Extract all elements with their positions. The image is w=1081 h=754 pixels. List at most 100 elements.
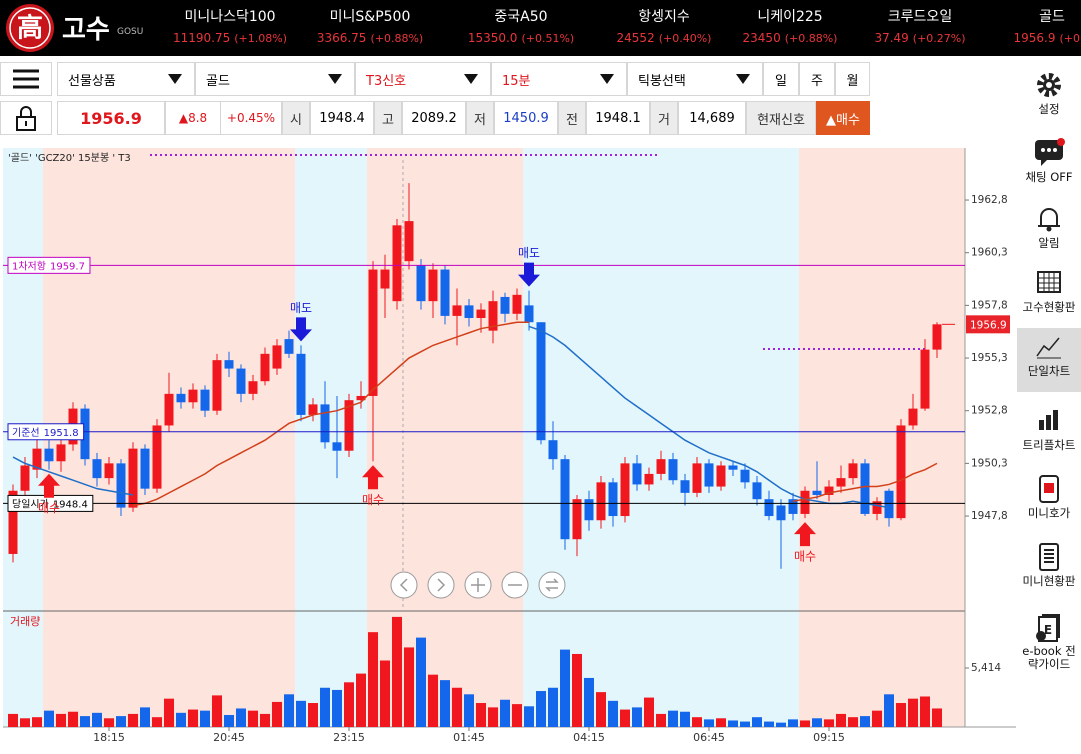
level-value: 1951.8 — [44, 428, 79, 439]
period-button[interactable]: 일 — [763, 62, 799, 96]
candle-body — [524, 305, 534, 323]
candle-body — [476, 309, 486, 319]
sidebar-item[interactable]: 미니호가 — [1017, 470, 1081, 534]
ticker[interactable]: 미니S&P500 3366.75 (+0.88%) — [300, 6, 440, 45]
candle-body — [932, 324, 942, 350]
candle-body — [620, 463, 630, 517]
x-tick-label: 09:15 — [813, 731, 845, 744]
lock-button[interactable] — [0, 101, 52, 135]
sidebar-item[interactable]: 채팅 OFF — [1017, 134, 1081, 198]
field-value: 14,689 — [678, 101, 746, 135]
candle-body — [368, 269, 378, 396]
moving-average — [132, 321, 938, 507]
next-button[interactable] — [427, 571, 455, 599]
volume-bar — [884, 694, 894, 727]
volume-bar — [920, 696, 930, 727]
select-box[interactable]: T3신호 — [355, 62, 491, 96]
level-name: 당일시가 — [12, 498, 49, 510]
candle-body — [284, 339, 294, 354]
ticker[interactable]: 니케이225 23450 (+0.88%) — [720, 6, 860, 45]
sidebar-item[interactable]: 고수현황판 — [1017, 264, 1081, 328]
ticker-price: 3366.75 — [316, 31, 367, 45]
chart: '골드' 'GCZ20' 15분봉 ' T3 거래량 1962,8 1960,3 1… — [3, 148, 1016, 744]
volume-bar — [260, 713, 270, 727]
candle-body — [728, 465, 738, 470]
sidebar-label: 고수현황판 — [1022, 300, 1076, 314]
candle-body — [812, 490, 822, 495]
volume-bar — [236, 708, 246, 727]
ticker-value: 23450 (+0.88%) — [720, 31, 860, 45]
ticker[interactable]: 크루드오일 37.49 (+0.27%) — [850, 6, 990, 45]
select-box[interactable]: 틱봉선택 — [627, 62, 763, 96]
sidebar-item[interactable]: 설정 — [1017, 66, 1081, 130]
candle-body — [104, 463, 114, 479]
candle-body — [668, 459, 678, 481]
candle-body — [692, 463, 702, 493]
volume-bar — [452, 687, 462, 727]
candle-body — [260, 353, 270, 382]
candle-body — [644, 473, 654, 485]
svg-text:E: E — [1044, 623, 1052, 637]
volume-bar — [20, 718, 30, 727]
volume-bar — [320, 687, 330, 727]
x-tick-label: 06:45 — [693, 731, 725, 744]
volume-bar — [620, 709, 630, 727]
prev-button[interactable] — [390, 571, 418, 599]
sidebar-item[interactable]: 트리플차트 — [1017, 402, 1081, 466]
sidebar-item[interactable]: 단일차트 — [1017, 328, 1081, 392]
candle-body — [56, 444, 66, 462]
candle-body — [224, 360, 234, 369]
volume-bar — [536, 691, 546, 727]
ticker-name: 크루드오일 — [887, 9, 953, 25]
candle-body — [800, 490, 810, 514]
ticker[interactable]: 중국A50 15350.0 (+0.51%) — [451, 6, 591, 45]
y-tick-label: 1950,3 — [971, 457, 1008, 469]
candle-body — [752, 482, 762, 500]
sidebar-item[interactable]: 미니현황판 — [1017, 538, 1081, 602]
volume-bar — [92, 712, 102, 727]
level-value: 1959.7 — [50, 261, 85, 272]
candle-body — [332, 442, 342, 451]
ticker[interactable]: 미니나스닥100 11190.75 (+1.08%) — [160, 6, 300, 45]
buy-arrow — [362, 465, 384, 490]
sidebar-label: 미니현황판 — [1022, 574, 1076, 588]
select-box[interactable]: 선물상품 — [57, 62, 195, 96]
volume-bar — [908, 698, 918, 727]
nav-buttons[interactable] — [390, 571, 566, 599]
ticker-price: 15350.0 — [467, 31, 518, 45]
select-box[interactable]: 골드 — [195, 62, 355, 96]
ticker[interactable]: 골드 1956.9(+0.4 — [982, 6, 1081, 45]
ticker[interactable]: 항셍지수 24552 (+0.40%) — [594, 6, 734, 45]
sidebar-label: e-book 전략가이드 — [1022, 644, 1076, 671]
level-box — [7, 256, 91, 274]
candle-body — [548, 440, 558, 460]
volume-bar — [140, 707, 150, 727]
menu-button[interactable] — [0, 62, 52, 96]
reset-button[interactable] — [538, 571, 566, 599]
sidebar-label: 단일차트 — [1027, 364, 1071, 378]
candle-body — [32, 448, 42, 470]
ticker-name: 니케이225 — [757, 9, 823, 25]
period-button[interactable]: 주 — [799, 62, 835, 96]
volume-bar — [380, 660, 390, 727]
candle-body — [416, 265, 426, 302]
volume-bar — [812, 718, 822, 727]
sidebar-label: 알림 — [1038, 236, 1060, 250]
sidebar-label: 트리플차트 — [1022, 438, 1076, 452]
volume-bar — [296, 700, 306, 727]
select-box[interactable]: 15분 — [491, 62, 627, 96]
sidebar-item[interactable]: 알림 — [1017, 200, 1081, 264]
ticker-price: 37.49 — [874, 31, 909, 45]
volume-bar — [776, 722, 786, 727]
volume-bar — [680, 711, 690, 727]
volume-bar — [596, 692, 606, 727]
candle-body — [536, 322, 546, 441]
period-button[interactable]: 월 — [835, 62, 870, 96]
volume-bar — [284, 694, 294, 727]
signal-button[interactable]: ▲매수 — [816, 101, 870, 135]
volume-bar — [500, 699, 510, 727]
ticker-price: 23450 — [742, 31, 781, 45]
candle-body — [296, 353, 306, 415]
